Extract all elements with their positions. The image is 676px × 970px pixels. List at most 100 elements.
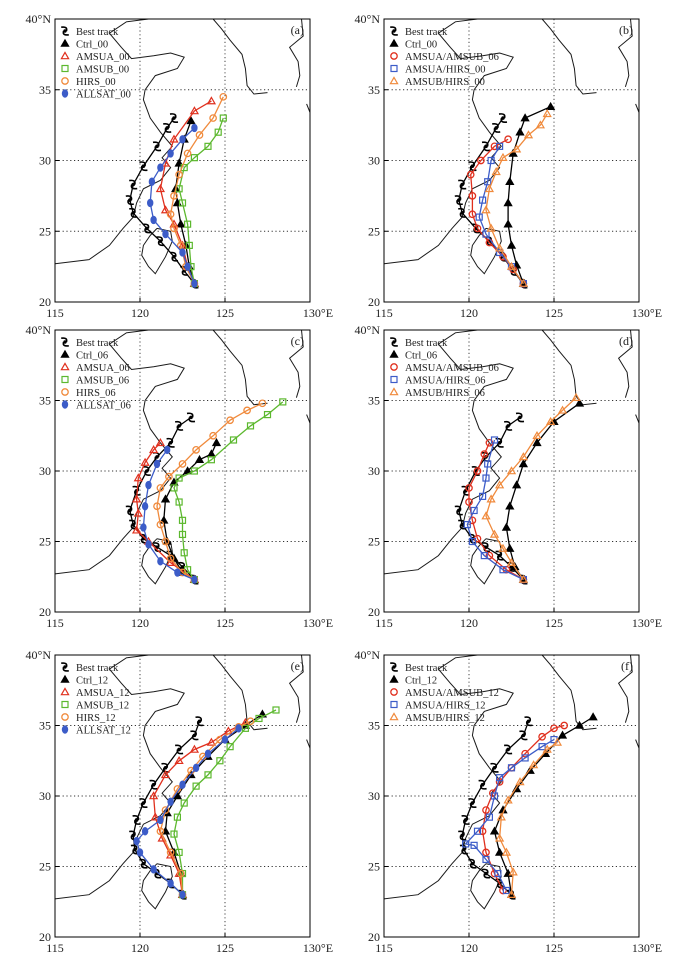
marker-square bbox=[390, 64, 398, 73]
marker-triangle bbox=[557, 730, 568, 739]
marker-triangle-open bbox=[535, 120, 546, 129]
series-line bbox=[498, 741, 558, 895]
marker-square bbox=[480, 551, 488, 560]
marker-circle bbox=[156, 484, 165, 492]
series-line bbox=[173, 709, 277, 895]
marker-triangle-open bbox=[160, 770, 171, 779]
y-tick-label: 40°N bbox=[355, 648, 381, 662]
typhoon-arm-bottom bbox=[461, 849, 469, 855]
marker-triangle bbox=[518, 459, 529, 468]
y-tick-label: 30 bbox=[368, 464, 380, 478]
typhoon-arm-bottom bbox=[391, 341, 398, 347]
marker-square bbox=[468, 537, 476, 546]
marker-square bbox=[204, 142, 212, 150]
legend-label: AMSUB_12 bbox=[76, 701, 129, 712]
marker-circle bbox=[468, 192, 477, 200]
marker-triangle-open bbox=[148, 791, 159, 800]
series-5 bbox=[133, 724, 242, 899]
marker-square bbox=[229, 436, 238, 444]
y-tick-label: 20 bbox=[39, 295, 51, 309]
legend-label: Ctrl_00 bbox=[405, 40, 437, 51]
marker-triangle-open bbox=[140, 457, 150, 466]
series-2 bbox=[465, 438, 528, 584]
typhoon-arm-top bbox=[125, 195, 133, 201]
marker-typhoon bbox=[61, 26, 69, 36]
marker-triangle-open bbox=[155, 437, 166, 447]
typhoon-eye bbox=[131, 522, 135, 527]
typhoon-arm-bottom bbox=[130, 212, 138, 218]
marker-triangle-open bbox=[498, 543, 508, 552]
series-4 bbox=[481, 392, 581, 583]
typhoon-eye bbox=[392, 665, 396, 669]
marker-typhoon bbox=[129, 179, 138, 190]
x-tick-label: 130°E bbox=[303, 616, 333, 630]
coastline-1 bbox=[212, 19, 268, 95]
marker-ellipse bbox=[191, 279, 198, 288]
marker-square bbox=[479, 492, 487, 500]
x-tick-label: 120 bbox=[131, 306, 149, 320]
marker-circle bbox=[209, 114, 217, 122]
marker-circle bbox=[170, 192, 178, 200]
typhoon-eye bbox=[151, 782, 156, 787]
series-line bbox=[507, 106, 551, 284]
typhoon-arm-top bbox=[481, 141, 489, 147]
series-line bbox=[458, 117, 524, 285]
marker-square bbox=[241, 724, 249, 732]
marker-triangle bbox=[511, 480, 522, 489]
typhoon-eye bbox=[141, 164, 146, 168]
typhoon-eye bbox=[518, 415, 522, 420]
marker-triangle bbox=[60, 38, 70, 47]
y-tick-label: 30 bbox=[368, 789, 380, 803]
legend-label: AMSUA/HIRS_12 bbox=[405, 701, 486, 712]
legend-label: Ctrl_12 bbox=[76, 676, 108, 687]
typhoon-arm-bottom bbox=[469, 165, 477, 172]
typhoon-arm-top bbox=[163, 122, 170, 129]
typhoon-arm-top bbox=[129, 519, 136, 525]
legend-label: AMSUB/HIRS_00 bbox=[405, 77, 485, 88]
typhoon-eye bbox=[501, 116, 505, 120]
x-tick-label: 130°E bbox=[303, 306, 333, 320]
legend-label: Ctrl_12 bbox=[405, 676, 437, 687]
typhoon-arm-bottom bbox=[196, 721, 204, 727]
typhoon-eye bbox=[131, 182, 135, 187]
marker-triangle bbox=[494, 847, 505, 856]
marker-triangle-open bbox=[160, 205, 171, 214]
marker-circle bbox=[219, 92, 228, 101]
typhoon-arm-bottom bbox=[154, 146, 162, 152]
typhoon-eye bbox=[128, 198, 132, 202]
marker-ellipse bbox=[221, 735, 229, 744]
marker-circle bbox=[175, 170, 183, 179]
coastline-2 bbox=[617, 655, 633, 723]
typhoon-eye bbox=[141, 861, 146, 866]
marker-typhoon bbox=[495, 550, 504, 561]
marker-typhoon bbox=[519, 730, 528, 741]
series-1 bbox=[503, 101, 556, 287]
panel-3: 115 120 125 130°E 20 25 30 35 40°N (d) Best track C… bbox=[355, 323, 663, 630]
legend-label: AMSUB_00 bbox=[76, 65, 129, 76]
marker-square bbox=[255, 714, 263, 723]
typhoon-arm-bottom bbox=[505, 749, 513, 755]
typhoon-arm-top bbox=[481, 868, 489, 874]
marker-triangle-open bbox=[389, 712, 399, 721]
typhoon-arm-top bbox=[152, 542, 160, 548]
series-5 bbox=[140, 445, 198, 584]
typhoon-arm-top bbox=[492, 122, 499, 129]
marker-triangle bbox=[160, 494, 171, 503]
typhoon-arm-bottom bbox=[391, 30, 398, 36]
y-tick-label: 30 bbox=[39, 154, 51, 168]
marker-ellipse bbox=[150, 215, 157, 225]
typhoon-arm-bottom bbox=[127, 510, 134, 516]
marker-ellipse bbox=[141, 827, 149, 836]
legend-label: AMSUA/AMSUB_06 bbox=[405, 363, 499, 374]
marker-square bbox=[490, 792, 499, 800]
marker-triangle-open bbox=[498, 152, 508, 161]
marker-ellipse bbox=[167, 879, 174, 888]
typhoon-arm-bottom bbox=[456, 199, 463, 206]
x-tick-label: 125 bbox=[545, 616, 563, 630]
typhoon-arm-bottom bbox=[497, 555, 504, 561]
marker-square bbox=[190, 467, 198, 475]
series-4 bbox=[481, 108, 552, 287]
marker-circle bbox=[183, 149, 192, 158]
x-tick-label: 130°E bbox=[632, 941, 662, 955]
